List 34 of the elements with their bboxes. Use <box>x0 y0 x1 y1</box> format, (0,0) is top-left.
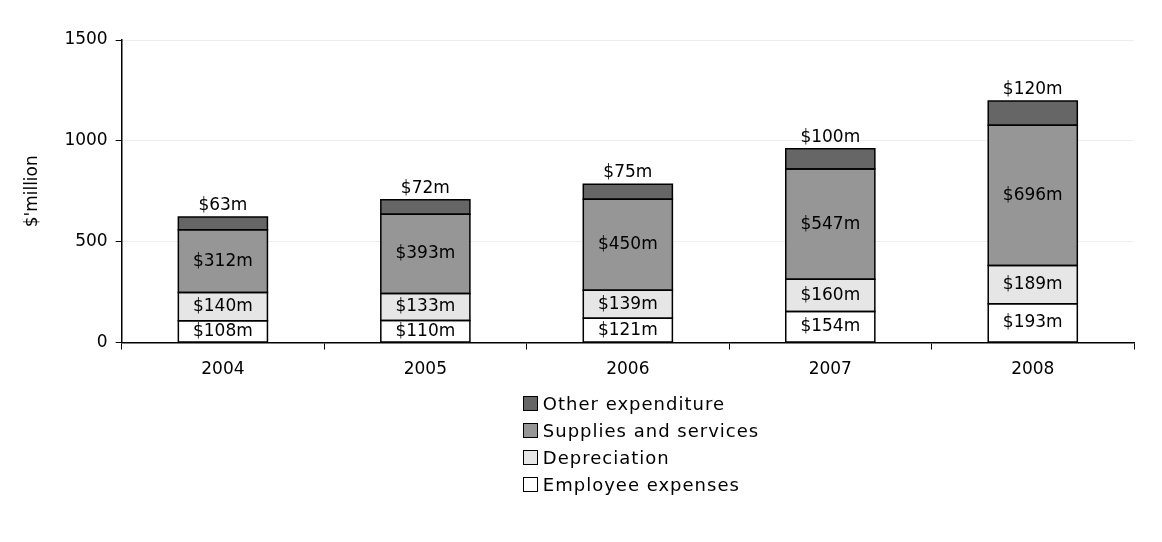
data-label: $75m <box>603 161 653 182</box>
data-label: $110m <box>395 319 456 340</box>
data-label: $393m <box>395 242 456 263</box>
data-label: $108m <box>192 319 253 340</box>
data-label: $154m <box>800 315 861 336</box>
data-label: $312m <box>192 249 253 270</box>
data-label: $72m <box>400 176 450 197</box>
y-axis-title: $'million <box>20 155 41 228</box>
y-tick-label: 500 <box>75 230 108 251</box>
legend-label: Depreciation <box>542 447 670 468</box>
data-label: $160m <box>800 283 861 304</box>
data-label: $121m <box>597 318 658 339</box>
y-tick-label: 1500 <box>64 28 108 49</box>
x-tick-label: 2008 <box>1011 358 1055 379</box>
y-tick-label: 0 <box>96 331 108 352</box>
x-tick-label: 2004 <box>201 358 245 379</box>
legend-label: Other expenditure <box>542 393 725 414</box>
data-label: $193m <box>1002 311 1063 332</box>
legend-label: Employee expenses <box>542 474 740 495</box>
legend-label: Supplies and services <box>542 420 760 441</box>
x-tick-label: 2007 <box>808 358 852 379</box>
x-tick-label: 2006 <box>606 358 650 379</box>
data-label: $133m <box>395 295 456 316</box>
data-label: $547m <box>800 212 861 233</box>
data-label: $189m <box>1002 273 1063 294</box>
data-label: $450m <box>597 233 658 254</box>
data-label: $696m <box>1002 183 1063 204</box>
y-tick-label: 1000 <box>64 129 108 150</box>
data-label: $120m <box>1002 77 1063 98</box>
data-label: $139m <box>597 292 658 313</box>
data-label: $140m <box>192 295 253 316</box>
data-label: $63m <box>198 193 248 214</box>
data-label: $100m <box>800 125 861 146</box>
x-tick-label: 2005 <box>403 358 447 379</box>
